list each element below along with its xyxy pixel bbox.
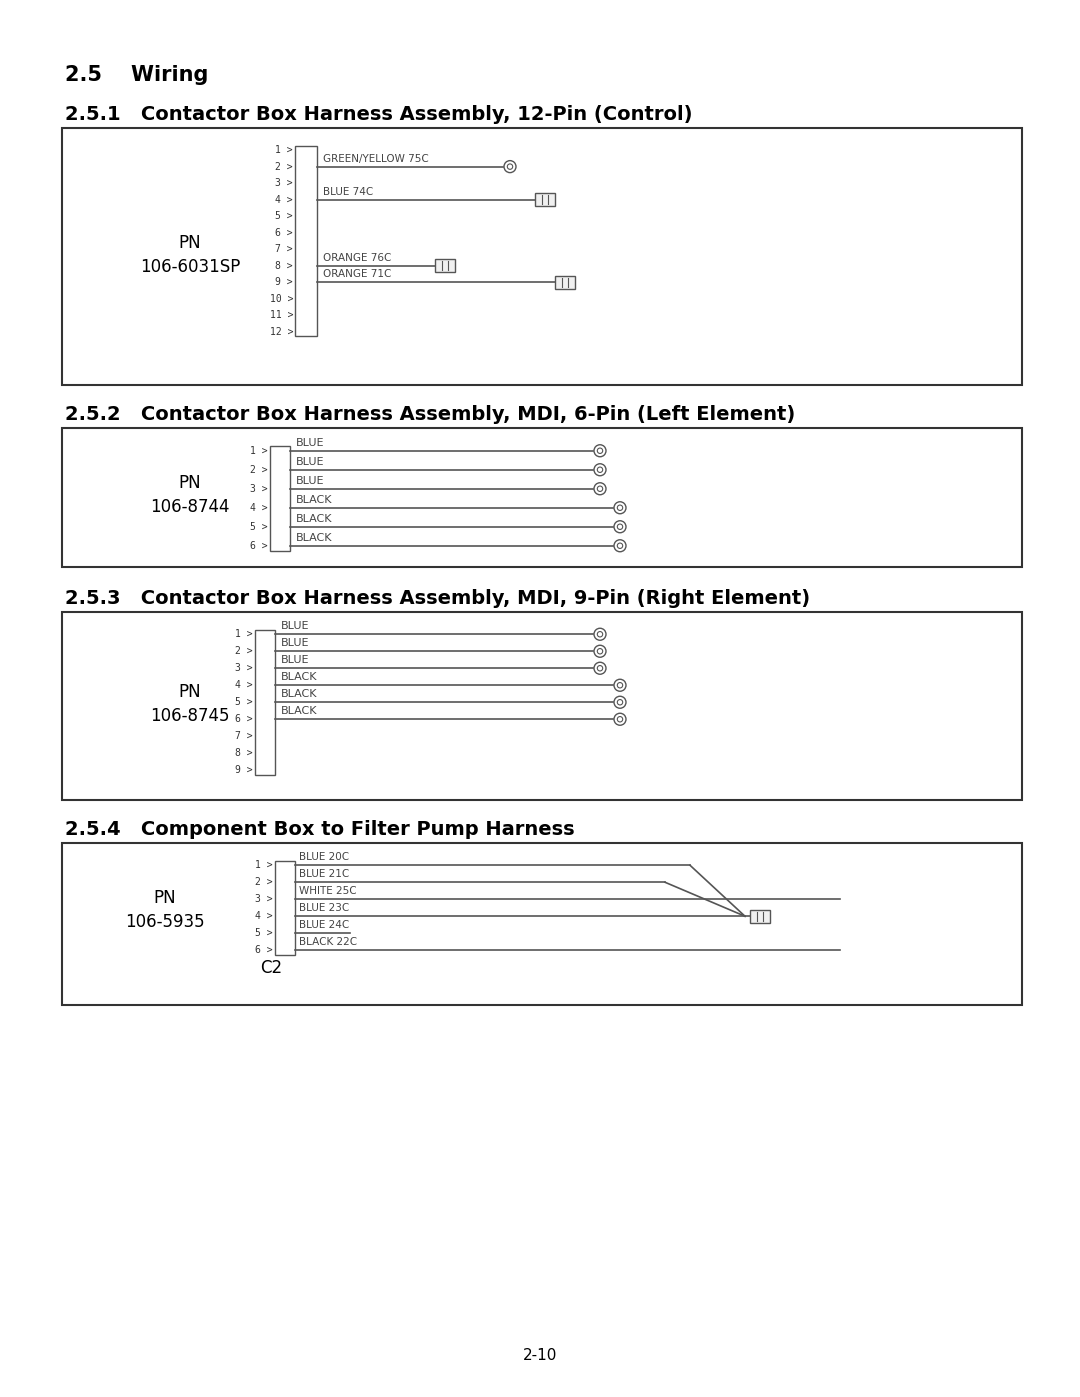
Text: 106-8744: 106-8744 (150, 499, 230, 517)
Text: 7 >: 7 > (235, 731, 253, 742)
Text: BLACK: BLACK (281, 689, 318, 700)
Bar (62, 427, 1022, 567)
Text: 5 >: 5 > (251, 521, 268, 532)
Text: 1 >: 1 > (255, 861, 273, 870)
Text: BLACK: BLACK (281, 672, 318, 682)
Text: GREEN/YELLOW 75C: GREEN/YELLOW 75C (323, 154, 429, 163)
Text: BLACK: BLACK (296, 532, 333, 543)
Text: 1 >: 1 > (275, 145, 293, 155)
Text: 8 >: 8 > (235, 749, 253, 759)
Text: C2: C2 (260, 958, 282, 977)
Text: 9 >: 9 > (275, 277, 293, 288)
Text: 106-5935: 106-5935 (125, 914, 205, 930)
Text: 6 >: 6 > (255, 946, 273, 956)
Text: BLUE: BLUE (281, 638, 310, 648)
Text: 5 >: 5 > (275, 211, 293, 221)
Text: 4 >: 4 > (235, 680, 253, 690)
Text: 5 >: 5 > (235, 697, 253, 707)
Text: 12 >: 12 > (270, 327, 293, 337)
Text: 4 >: 4 > (251, 503, 268, 513)
Bar (435, 258, 455, 272)
Text: 2.5.4   Component Box to Filter Pump Harness: 2.5.4 Component Box to Filter Pump Harne… (65, 820, 575, 840)
Text: 11 >: 11 > (270, 310, 293, 320)
Text: BLACK: BLACK (296, 495, 333, 504)
Text: 3 >: 3 > (255, 894, 273, 904)
Text: 2.5    Wiring: 2.5 Wiring (65, 66, 208, 85)
Text: PN: PN (153, 888, 176, 907)
Text: BLUE: BLUE (296, 476, 324, 486)
Text: 1 >: 1 > (251, 446, 268, 455)
Text: 106-6031SP: 106-6031SP (139, 257, 240, 275)
Bar (535, 193, 555, 207)
Text: 2 >: 2 > (251, 465, 268, 475)
Text: 4 >: 4 > (255, 911, 273, 921)
Text: 2.5.2   Contactor Box Harness Assembly, MDI, 6-Pin (Left Element): 2.5.2 Contactor Box Harness Assembly, MD… (65, 405, 795, 425)
Text: 3 >: 3 > (235, 664, 253, 673)
Text: 2 >: 2 > (235, 647, 253, 657)
Text: BLACK: BLACK (296, 514, 333, 524)
Bar (750, 909, 770, 923)
Text: 2-10: 2-10 (523, 1348, 557, 1362)
Text: 10 >: 10 > (270, 293, 293, 303)
Text: 2 >: 2 > (275, 162, 293, 172)
Text: 5 >: 5 > (255, 928, 273, 939)
Bar (295, 147, 318, 335)
Text: BLUE: BLUE (281, 622, 310, 631)
Text: 3 >: 3 > (251, 483, 268, 493)
Text: BLACK 22C: BLACK 22C (299, 937, 357, 947)
Text: 2 >: 2 > (255, 877, 273, 887)
Bar (62, 612, 1022, 800)
Text: PN: PN (178, 233, 201, 251)
Text: BLUE 74C: BLUE 74C (323, 187, 374, 197)
Text: PN: PN (178, 475, 201, 493)
Text: 6 >: 6 > (275, 228, 293, 237)
Text: BLACK: BLACK (281, 707, 318, 717)
Text: BLUE 20C: BLUE 20C (299, 852, 349, 862)
Text: 6 >: 6 > (251, 541, 268, 550)
Text: 1 >: 1 > (235, 629, 253, 640)
Text: BLUE: BLUE (281, 655, 310, 665)
Text: 106-8745: 106-8745 (150, 707, 230, 725)
Text: BLUE: BLUE (296, 457, 324, 467)
Text: BLUE 21C: BLUE 21C (299, 869, 349, 879)
Text: 8 >: 8 > (275, 261, 293, 271)
Text: ORANGE 76C: ORANGE 76C (323, 253, 391, 263)
Bar (62, 842, 1022, 1004)
Text: 7 >: 7 > (275, 244, 293, 254)
Bar (255, 630, 275, 774)
Text: ORANGE 71C: ORANGE 71C (323, 270, 391, 279)
Bar (275, 861, 295, 954)
Text: PN: PN (178, 683, 201, 701)
Text: 2.5.1   Contactor Box Harness Assembly, 12-Pin (Control): 2.5.1 Contactor Box Harness Assembly, 12… (65, 105, 692, 124)
Bar (270, 446, 291, 550)
Text: WHITE 25C: WHITE 25C (299, 886, 356, 897)
Bar (555, 275, 575, 289)
Text: 6 >: 6 > (235, 714, 253, 724)
Text: BLUE 23C: BLUE 23C (299, 904, 349, 914)
Bar (62, 129, 1022, 386)
Text: 2.5.3   Contactor Box Harness Assembly, MDI, 9-Pin (Right Element): 2.5.3 Contactor Box Harness Assembly, MD… (65, 590, 810, 608)
Text: 9 >: 9 > (235, 766, 253, 775)
Text: BLUE 24C: BLUE 24C (299, 921, 349, 930)
Text: 4 >: 4 > (275, 194, 293, 204)
Text: 3 >: 3 > (275, 179, 293, 189)
Text: BLUE: BLUE (296, 437, 324, 448)
